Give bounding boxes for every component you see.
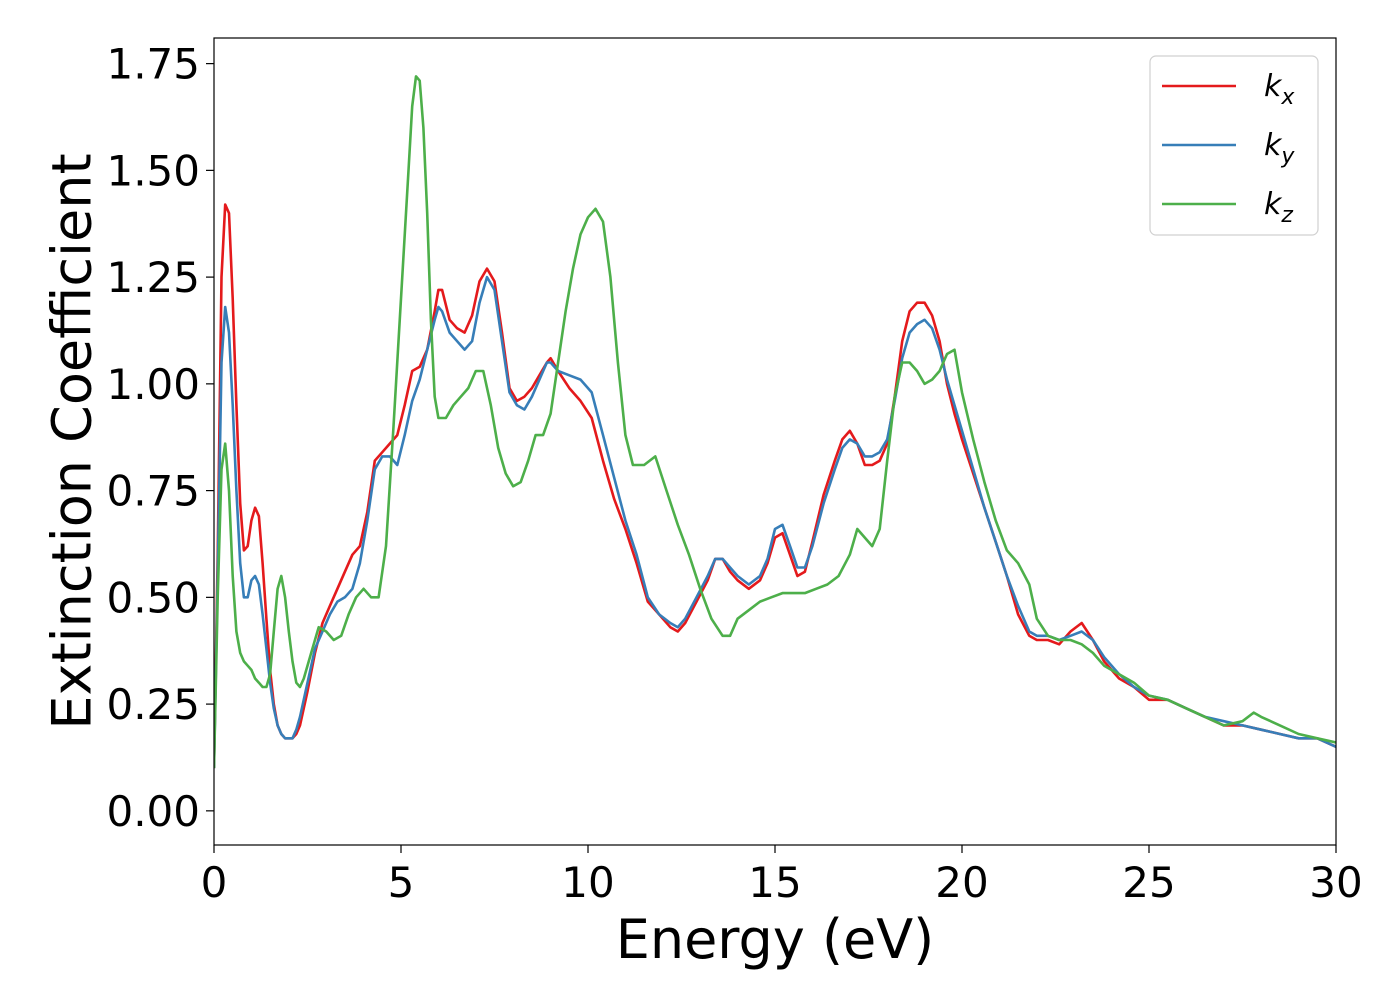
x-tick-label: 0 <box>201 858 228 907</box>
y-axis-ticks: 0.00 0.25 0.50 0.75 1.00 1.25 1.50 1.75 <box>106 40 214 836</box>
x-tick-label: 15 <box>748 858 801 907</box>
legend-label-z: kz <box>1264 187 1293 228</box>
y-tick-label: 0.00 <box>106 787 200 836</box>
y-tick-label: 1.50 <box>106 146 200 195</box>
x-axis-ticks: 0 5 10 15 20 25 30 <box>201 845 1363 907</box>
series-line-x <box>214 203 1336 769</box>
y-tick-label: 1.00 <box>106 360 200 409</box>
x-tick-label: 25 <box>1122 858 1175 907</box>
x-tick-label: 20 <box>935 858 988 907</box>
y-tick-label: 0.25 <box>106 680 200 729</box>
y-tick-label: 1.25 <box>106 253 200 302</box>
series-layer <box>214 75 1336 769</box>
x-axis-title: Energy (eV) <box>616 908 935 971</box>
x-tick-label: 30 <box>1309 858 1362 907</box>
series-line-z <box>214 75 1336 769</box>
x-tick-label: 5 <box>388 858 415 907</box>
y-tick-label: 0.50 <box>106 573 200 622</box>
series-line-y <box>214 275 1336 769</box>
x-tick-label: 10 <box>561 858 614 907</box>
legend-label-y: ky <box>1264 128 1295 169</box>
legend-label-x: kx <box>1264 69 1295 110</box>
y-axis-title: Extinction Coefficient <box>41 153 104 729</box>
y-tick-label: 1.75 <box>106 40 200 89</box>
legend: kx ky kz <box>1149 55 1319 236</box>
y-tick-label: 0.75 <box>106 467 200 516</box>
